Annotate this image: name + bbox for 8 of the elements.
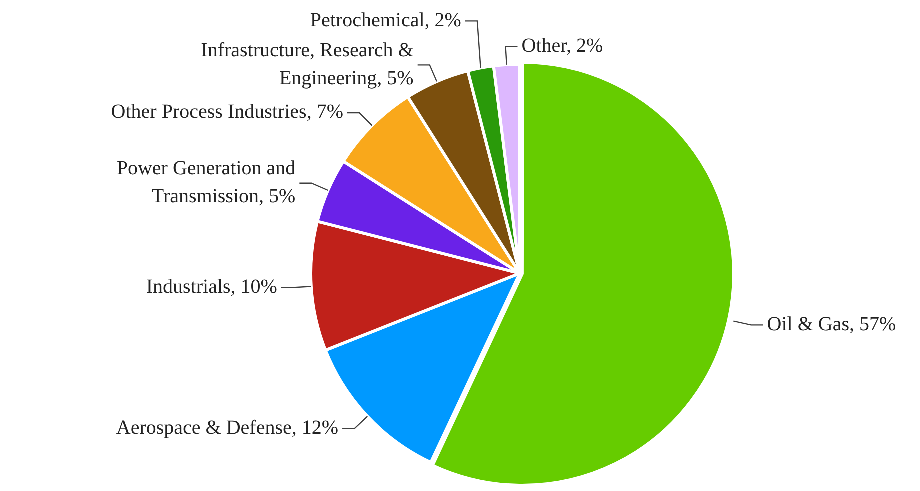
slice-label: Industrials, 10% — [146, 276, 278, 298]
slice-label: Infrastructure, Research & Engineering, 5% — [201, 39, 414, 90]
slice-label: Power Generation and Transmission, 5% — [116, 158, 296, 208]
slice-label: Other, 2% — [522, 35, 604, 58]
slice-label: Aerospace & Defense, 12% — [116, 417, 339, 440]
slice-label: Petrochemical, 2% — [310, 9, 462, 32]
slice-label: Other Process Industries, 7% — [111, 101, 344, 124]
slice-label: Oil & Gas, 57% — [767, 313, 896, 336]
